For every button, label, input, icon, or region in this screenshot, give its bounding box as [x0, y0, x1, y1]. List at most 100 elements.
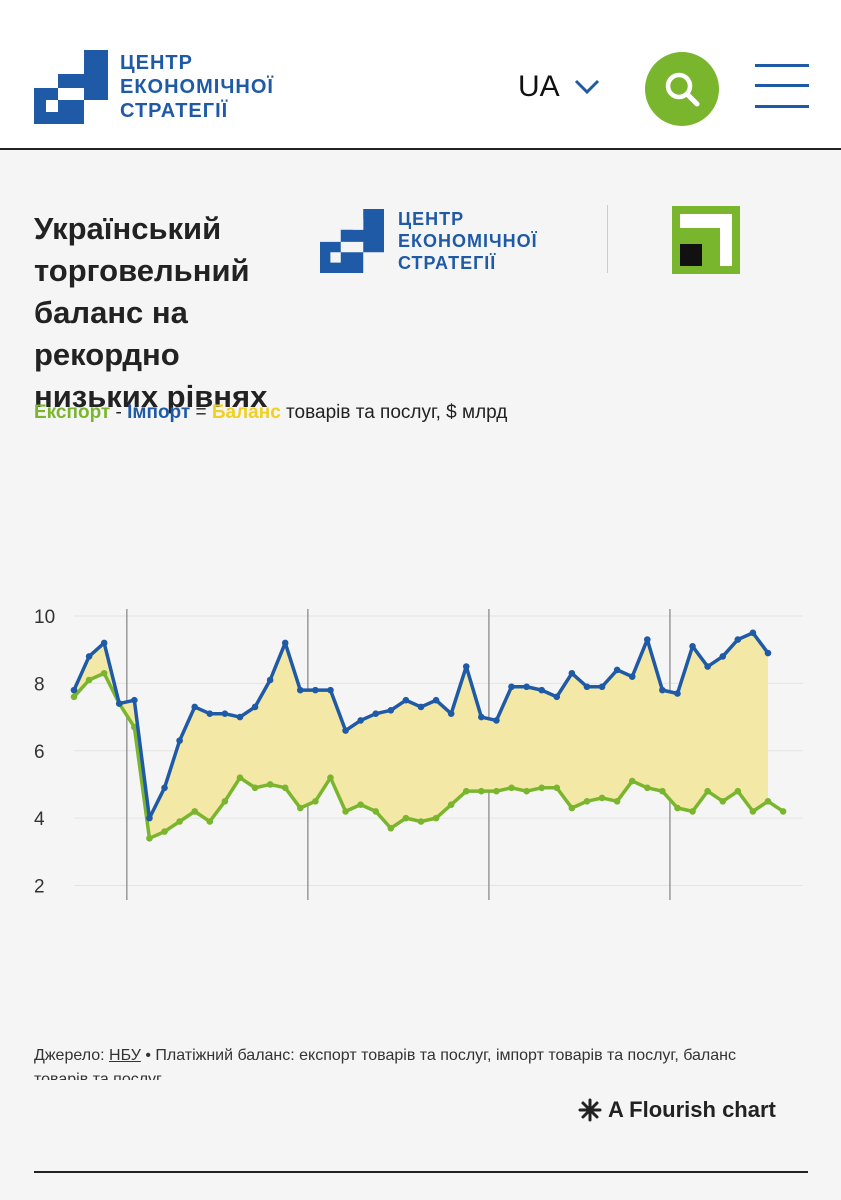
import-point: [749, 629, 757, 637]
flourish-label: A Flourish chart: [608, 1097, 776, 1122]
import-point: [432, 696, 440, 704]
asterisk-icon: [578, 1098, 602, 1122]
language-label: UA: [518, 70, 560, 103]
logo-line: ЕКОНОМІЧНОЇ: [120, 76, 274, 98]
export-point: [161, 828, 168, 835]
export-point: [85, 676, 93, 684]
chevron-down-icon: [574, 79, 599, 95]
export-point: [613, 797, 621, 805]
export-point: [281, 784, 289, 792]
y-tick-label: 8: [34, 674, 45, 695]
import-point: [100, 639, 108, 647]
export-point: [447, 801, 455, 808]
export-point: [628, 777, 636, 785]
menu-button[interactable]: [755, 62, 809, 110]
export-point: [598, 794, 606, 802]
import-point: [236, 713, 244, 721]
import-point: [266, 676, 274, 684]
export-point: [387, 824, 395, 832]
export-point: [251, 784, 259, 792]
import-point: [689, 643, 696, 650]
search-icon: [665, 72, 700, 107]
import-point: [191, 703, 198, 711]
export-point: [734, 787, 742, 795]
export-point: [538, 784, 545, 792]
export-point: [568, 804, 576, 812]
export-point: [402, 814, 410, 822]
y-tick-label: 6: [34, 742, 45, 763]
logo-mark-icon: [320, 209, 384, 273]
flourish-credit[interactable]: A Flourish chart: [578, 1097, 776, 1123]
export-point: [206, 818, 214, 825]
export-point: [191, 808, 198, 815]
balance-area: [74, 632, 768, 839]
hamburger-icon: [755, 64, 809, 67]
language-selector[interactable]: UA: [518, 70, 600, 104]
import-point: [70, 686, 78, 694]
logo-text: ЦЕНТР ЕКОНОМІЧНОЇ СТРАТЕГІЇ: [120, 51, 274, 123]
import-point: [297, 686, 304, 694]
subtitle-rest: товарів та послуг, $ млрд: [280, 402, 508, 423]
subtitle-balance: Баланс: [211, 402, 281, 423]
export-point: [146, 835, 153, 842]
import-point: [281, 639, 289, 647]
import-point: [719, 653, 727, 660]
import-point: [372, 710, 380, 717]
import-point: [462, 663, 470, 670]
import-point: [478, 713, 485, 721]
export-point: [266, 781, 274, 788]
import-point: [628, 673, 636, 680]
site-logo[interactable]: ЦЕНТР ЕКОНОМІЧНОЇ СТРАТЕГІЇ: [34, 50, 274, 124]
y-tick-label: 4: [34, 809, 45, 830]
logo-mark-icon: [34, 50, 108, 124]
import-point: [764, 649, 772, 657]
ces-logo: ЦЕНТР ЕКОНОМІЧНОЇ СТРАТЕГІЇ: [320, 208, 538, 274]
import-point: [312, 686, 319, 694]
subtitle-separator: =: [190, 402, 212, 423]
export-point: [70, 693, 78, 701]
import-point: [674, 690, 681, 697]
import-point: [644, 636, 651, 643]
chart-source: Джерело: НБУ • Платіжний баланс: експорт…: [34, 1044, 774, 1080]
import-point: [206, 710, 214, 717]
export-point: [508, 784, 515, 792]
source-link[interactable]: НБУ: [109, 1047, 141, 1064]
site-header: ЦЕНТР ЕКОНОМІЧНОЇ СТРАТЕГІЇ UA: [0, 0, 841, 150]
import-point: [553, 693, 561, 701]
export-point: [719, 797, 727, 805]
export-point: [462, 787, 470, 795]
import-point: [342, 727, 349, 734]
import-point: [131, 696, 138, 704]
export-point: [553, 784, 561, 792]
import-point: [613, 666, 621, 674]
export-point: [704, 787, 711, 795]
import-point: [508, 683, 515, 691]
export-point: [417, 818, 425, 825]
import-point: [447, 710, 455, 717]
import-point: [659, 686, 666, 694]
logo-line: ЦЕНТР: [120, 52, 193, 74]
privatbank-logo-icon: [680, 214, 732, 266]
export-point: [327, 774, 334, 781]
export-point: [297, 804, 304, 812]
search-button[interactable]: [645, 52, 719, 126]
export-point: [749, 808, 757, 815]
subtitle-export: Експорт: [34, 402, 111, 423]
export-point: [357, 801, 364, 808]
export-point: [644, 784, 651, 792]
logo-line: СТРАТЕГІЇ: [398, 253, 497, 273]
export-point: [176, 818, 183, 825]
export-point: [221, 797, 229, 805]
import-point: [251, 703, 259, 711]
bottom-rule: [34, 1171, 808, 1173]
hamburger-icon: [755, 84, 809, 87]
export-point: [583, 797, 591, 805]
export-point: [689, 808, 696, 815]
import-point: [523, 683, 530, 691]
trade-balance-chart: 1086420-2-4-62022202320242025: [34, 607, 803, 900]
export-point: [523, 787, 530, 795]
logo-text: ЦЕНТР ЕКОНОМІЧНОЇ СТРАТЕГІЇ: [398, 208, 538, 274]
export-point: [478, 787, 485, 795]
import-point: [161, 784, 168, 792]
export-point: [674, 804, 681, 812]
